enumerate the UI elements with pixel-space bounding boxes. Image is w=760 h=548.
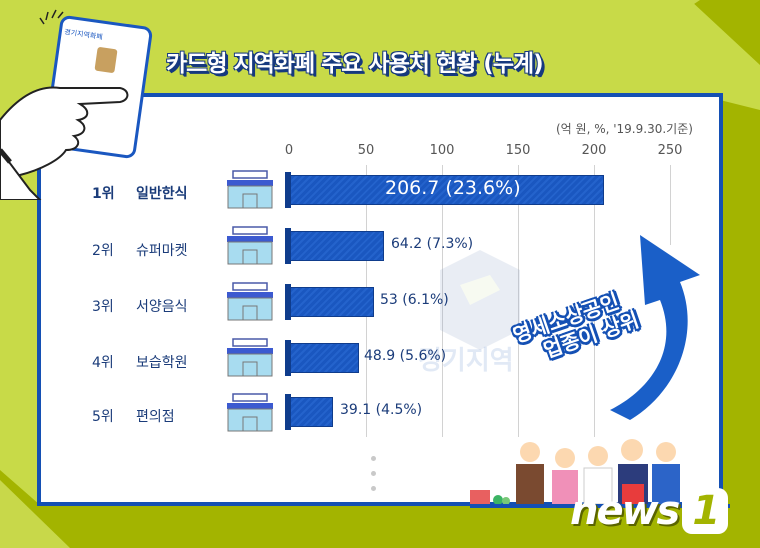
logo-text: news	[570, 488, 680, 534]
gridline	[442, 165, 443, 437]
gridline	[518, 165, 519, 437]
chart-title: 카드형 지역화폐 주요 사용처 현황 (누계)	[166, 51, 544, 77]
bar-base	[285, 340, 291, 376]
bar-value-label: 39.1 (4.5%)	[340, 402, 423, 418]
store-icon	[227, 226, 273, 265]
category-label: 편의점	[136, 409, 175, 425]
rank-label: 5위	[92, 409, 114, 425]
bar	[290, 175, 604, 205]
chart-panel	[37, 93, 723, 506]
news1-logo: news 1	[570, 488, 729, 534]
shopkeepers-illustration-icon	[470, 439, 730, 508]
store-icon	[227, 338, 273, 377]
rank-label: 4위	[92, 355, 114, 371]
category-label: 보습학원	[136, 355, 188, 371]
unit-note: (억 원, %, '19.9.30.기준)	[556, 122, 693, 136]
category-label: 일반한식	[136, 186, 188, 202]
watermark-text: 경기지역	[418, 346, 514, 376]
rank-label: 2위	[92, 243, 114, 259]
store-icon	[227, 282, 273, 321]
axis-tick: 200	[581, 143, 607, 158]
bar-value-label: 48.9 (5.6%)	[364, 348, 447, 364]
watermark-logo-icon	[440, 250, 520, 350]
axis-tick: 50	[357, 143, 375, 158]
gridline	[670, 165, 671, 245]
bar-value-label: 53 (6.1%)	[380, 292, 449, 308]
category-label: 슈퍼마켓	[136, 243, 188, 259]
rank-label: 1위	[92, 186, 115, 202]
axis-tick: 0	[284, 143, 294, 158]
logo-number: 1	[682, 488, 729, 534]
store-icon	[227, 170, 273, 209]
axis-tick: 150	[505, 143, 531, 158]
category-label: 서양음식	[136, 299, 188, 315]
bar-value-label: 206.7 (23.6%)	[385, 177, 521, 199]
axis-tick: 100	[429, 143, 455, 158]
bar-base	[285, 394, 291, 430]
card-hand-icon: 경기지역화폐	[0, 9, 153, 200]
axis-tick: 250	[657, 143, 683, 158]
bar	[290, 287, 374, 317]
bar	[290, 343, 359, 373]
store-icon	[227, 393, 273, 432]
rank-label: 3위	[92, 299, 114, 315]
bar-base	[285, 172, 291, 208]
bar	[290, 231, 384, 261]
more-dots	[371, 456, 376, 501]
bar	[290, 397, 333, 427]
bar-base	[285, 284, 291, 320]
gridline	[594, 165, 595, 437]
up-arrow-icon	[610, 235, 700, 420]
bar-base	[285, 228, 291, 264]
bar-value-label: 64.2 (7.3%)	[391, 236, 474, 252]
